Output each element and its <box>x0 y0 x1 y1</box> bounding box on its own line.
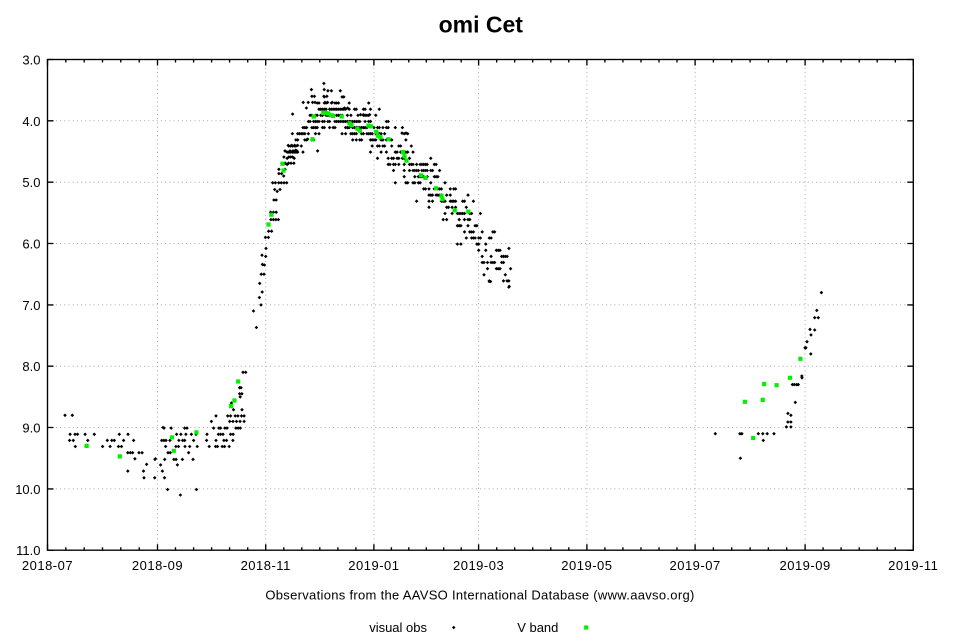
svg-text:3.0: 3.0 <box>22 53 40 68</box>
svg-text:2018-11: 2018-11 <box>241 558 291 573</box>
svg-text:2019-07: 2019-07 <box>669 558 720 573</box>
svg-text:9.0: 9.0 <box>22 421 40 436</box>
svg-text:2019-01: 2019-01 <box>348 558 399 573</box>
svg-text:2019-11: 2019-11 <box>888 558 938 573</box>
svg-text:omi Cet: omi Cet <box>439 12 524 38</box>
svg-text:4.0: 4.0 <box>22 114 40 129</box>
svg-text:5.0: 5.0 <box>22 175 40 190</box>
svg-text:6.0: 6.0 <box>22 237 40 252</box>
svg-text:11.0: 11.0 <box>16 543 40 558</box>
svg-text:10.0: 10.0 <box>15 482 40 497</box>
svg-text:2018-07: 2018-07 <box>22 558 73 573</box>
svg-text:Observations from the AAVSO In: Observations from the AAVSO Internationa… <box>265 588 694 603</box>
svg-text:V band: V band <box>517 620 558 635</box>
svg-text:8.0: 8.0 <box>22 359 40 374</box>
svg-text:7.0: 7.0 <box>22 298 40 313</box>
svg-text:2019-03: 2019-03 <box>453 558 504 573</box>
svg-text:2018-09: 2018-09 <box>132 558 183 573</box>
svg-text:visual obs: visual obs <box>369 620 427 635</box>
svg-text:2019-09: 2019-09 <box>779 558 830 573</box>
svg-text:2019-05: 2019-05 <box>561 558 612 573</box>
